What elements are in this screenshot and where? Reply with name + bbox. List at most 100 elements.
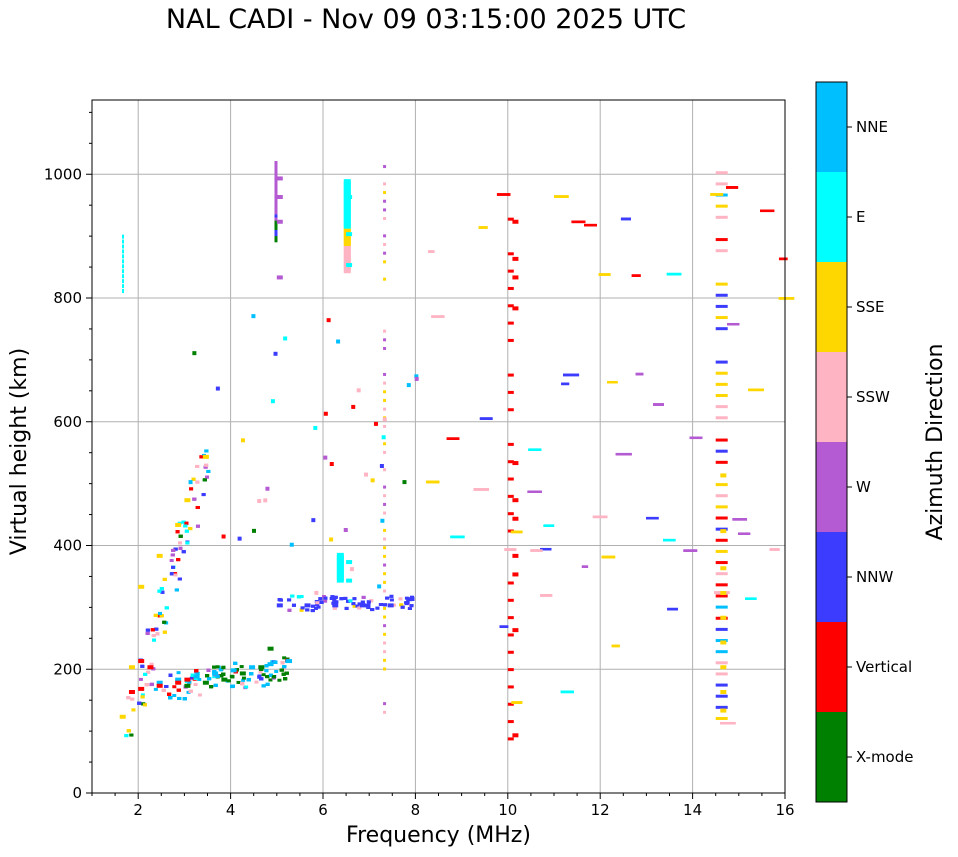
echo-marker — [274, 160, 278, 165]
echo-marker — [715, 171, 728, 175]
colorbar-tick-label: NNW — [856, 568, 893, 586]
echo-marker — [274, 225, 278, 230]
echo-marker — [715, 516, 728, 520]
echo-marker — [370, 608, 375, 612]
echo-marker — [279, 668, 284, 672]
echo-marker — [155, 632, 160, 636]
echo-marker — [274, 210, 278, 215]
echo-marker — [715, 249, 728, 253]
echo-marker — [189, 676, 194, 680]
echo-marker — [715, 360, 728, 364]
echo-marker — [268, 678, 273, 682]
echo-marker — [270, 660, 275, 664]
echo-marker — [274, 195, 278, 199]
series-point — [276, 219, 283, 224]
echo-marker — [431, 315, 445, 318]
echo-marker — [237, 536, 242, 541]
echo-marker — [283, 677, 288, 681]
echo-marker — [351, 602, 356, 606]
echo-marker — [157, 589, 162, 593]
echo-marker — [218, 668, 223, 672]
echo-marker — [339, 597, 344, 601]
echo-marker — [122, 269, 125, 274]
echo-marker — [715, 215, 728, 219]
echo-marker — [355, 604, 360, 608]
echo-marker — [299, 595, 304, 599]
series-point — [276, 195, 283, 199]
echo-marker — [153, 613, 158, 617]
echo-marker — [399, 603, 404, 607]
series-point — [138, 659, 145, 664]
echo-marker — [511, 701, 523, 704]
echo-marker — [131, 708, 136, 712]
echo-marker — [357, 602, 362, 606]
series-point — [720, 615, 727, 620]
echo-marker — [259, 677, 264, 681]
echo-marker — [316, 605, 321, 609]
echo-marker — [507, 650, 514, 654]
colorbar-swatch — [816, 352, 847, 442]
echo-marker — [240, 438, 245, 443]
echo-marker — [323, 599, 328, 603]
echo-marker — [206, 469, 211, 473]
echo-marker — [504, 548, 517, 551]
echo-marker — [194, 669, 199, 673]
echo-marker — [715, 416, 728, 420]
echo-marker — [162, 620, 167, 624]
echo-marker — [145, 628, 150, 632]
echo-marker — [364, 472, 369, 477]
echo-marker — [383, 398, 387, 402]
echo-marker — [507, 338, 514, 342]
y-tick-label: 800 — [53, 289, 82, 307]
echo-marker — [274, 232, 278, 237]
echo-marker — [361, 595, 366, 599]
echo-marker — [202, 478, 207, 482]
echo-marker — [738, 532, 751, 535]
echo-marker — [507, 217, 514, 221]
echo-marker — [383, 277, 387, 281]
echo-marker — [402, 480, 407, 485]
colorbar-frame — [815, 81, 848, 803]
echo-marker — [389, 598, 394, 602]
echo-marker — [383, 243, 387, 247]
echo-marker — [236, 680, 241, 684]
echo-marker — [178, 541, 183, 545]
echo-marker — [230, 675, 235, 679]
series-points — [119, 176, 727, 738]
y-axis-ticks: 0 200 400 600 800 1000 — [44, 111, 92, 802]
echo-marker — [748, 388, 764, 392]
colorbar-swatch — [816, 712, 847, 802]
echo-marker — [366, 605, 371, 609]
echo-marker — [383, 390, 387, 394]
echo-marker — [611, 644, 620, 648]
echo-marker — [507, 512, 514, 516]
echo-marker — [207, 677, 212, 681]
echo-marker — [383, 208, 387, 212]
echo-marker — [204, 449, 209, 453]
echo-marker — [249, 672, 254, 676]
echo-marker — [507, 598, 514, 602]
series-point — [267, 646, 274, 651]
echo-marker — [145, 631, 150, 635]
echo-marker — [715, 672, 728, 676]
echo-marker — [715, 505, 728, 509]
echo-marker — [715, 204, 728, 208]
series-point — [720, 473, 727, 478]
echo-marker — [560, 690, 574, 694]
echo-marker — [667, 607, 678, 611]
echo-marker — [282, 665, 287, 669]
echo-marker — [169, 558, 174, 562]
echo-marker — [715, 316, 728, 320]
echo-marker — [446, 437, 460, 440]
echo-marker — [178, 546, 183, 550]
y-tick-label: 200 — [53, 660, 82, 678]
echo-marker — [720, 721, 736, 725]
echo-marker — [383, 217, 387, 221]
echo-marker — [427, 250, 435, 253]
echo-marker — [383, 546, 387, 550]
echo-marker — [130, 697, 135, 701]
echo-marker — [321, 595, 326, 599]
series-point — [202, 454, 209, 459]
echo-marker — [280, 661, 285, 665]
echo-marker — [507, 633, 514, 637]
